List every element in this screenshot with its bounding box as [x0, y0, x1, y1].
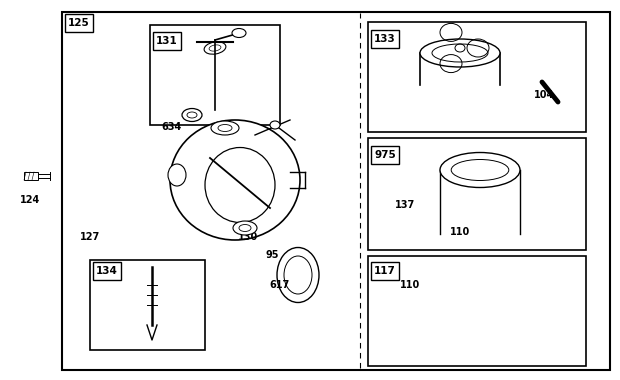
Ellipse shape — [270, 121, 280, 129]
Bar — [24, 172, 38, 180]
Text: 131: 131 — [156, 36, 178, 46]
Text: 134: 134 — [96, 266, 118, 276]
Text: ReplacementParts.com: ReplacementParts.com — [229, 193, 391, 206]
Ellipse shape — [170, 120, 300, 240]
Ellipse shape — [232, 28, 246, 38]
Text: 95: 95 — [265, 250, 279, 260]
Ellipse shape — [273, 241, 283, 249]
Text: 125: 125 — [68, 18, 90, 28]
Text: 130: 130 — [238, 232, 258, 242]
Bar — [62, 12, 610, 370]
Ellipse shape — [250, 220, 266, 231]
Text: 634: 634 — [162, 122, 182, 132]
Ellipse shape — [168, 164, 186, 186]
Bar — [368, 138, 586, 250]
Ellipse shape — [420, 39, 500, 67]
Ellipse shape — [211, 121, 239, 135]
Text: 110: 110 — [400, 280, 420, 290]
Text: 137: 137 — [395, 200, 415, 210]
Ellipse shape — [233, 221, 257, 235]
Text: 127: 127 — [80, 232, 100, 242]
Bar — [65, 14, 93, 32]
Text: 133: 133 — [374, 34, 396, 44]
Bar — [451, 319, 479, 329]
Bar — [153, 32, 181, 50]
Ellipse shape — [451, 160, 509, 180]
Text: 117: 117 — [374, 266, 396, 276]
Ellipse shape — [277, 247, 319, 302]
Text: 110: 110 — [450, 227, 470, 237]
Bar — [371, 30, 399, 48]
Bar — [368, 256, 586, 366]
Text: 104: 104 — [534, 90, 554, 100]
Bar — [150, 25, 280, 125]
Bar — [93, 262, 121, 280]
Ellipse shape — [182, 109, 202, 122]
Text: 124: 124 — [20, 195, 40, 205]
Bar — [90, 260, 205, 350]
Ellipse shape — [440, 152, 520, 187]
Bar — [371, 262, 399, 280]
Text: 975: 975 — [374, 150, 396, 160]
Text: 617: 617 — [270, 280, 290, 290]
Bar — [371, 146, 399, 164]
Bar — [455, 311, 475, 317]
Bar — [368, 22, 586, 132]
